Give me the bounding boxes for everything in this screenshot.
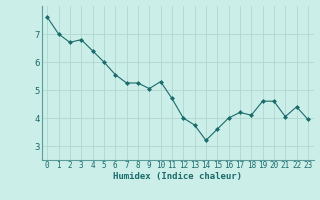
X-axis label: Humidex (Indice chaleur): Humidex (Indice chaleur)	[113, 172, 242, 181]
